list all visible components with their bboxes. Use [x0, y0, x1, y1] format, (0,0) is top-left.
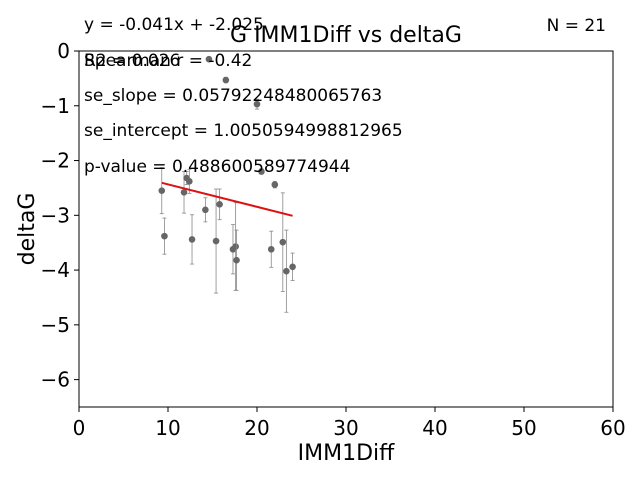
y-tick-label: −2 — [41, 149, 70, 173]
y-tick-label: 0 — [57, 39, 70, 63]
sample-count: N = 21 — [547, 16, 606, 36]
x-axis-label: IMM1Diff — [298, 441, 396, 466]
data-point — [283, 267, 290, 275]
data-point — [232, 243, 239, 250]
se-slope: se_slope = 0.05792248480065763 — [84, 86, 382, 106]
data-point — [180, 189, 188, 196]
data-point — [289, 263, 296, 271]
data-point — [267, 245, 275, 253]
data-point — [202, 206, 209, 214]
data-point — [186, 178, 193, 185]
data-point — [279, 238, 287, 246]
data-point — [158, 187, 166, 194]
r-squared: R2 = 0.026 — [84, 51, 180, 71]
x-tick-label: 40 — [422, 416, 447, 440]
y-axis: 0 −1 −2 −3 −4 −5 −6 — [41, 39, 79, 392]
x-tick-label: 60 — [600, 416, 625, 440]
p-value: p-value = 0.488600589774944 — [84, 157, 350, 177]
data-point — [253, 100, 261, 108]
x-tick-label: 30 — [333, 416, 358, 440]
fit-equation: y = -0.041x + -2.025 — [84, 15, 264, 35]
data-point — [233, 256, 240, 264]
data-point — [161, 232, 168, 240]
x-tick-label: 10 — [155, 416, 180, 440]
y-tick-label: −6 — [41, 368, 70, 392]
chart-title: G IMM1Diff vs deltaG — [230, 23, 462, 48]
y-tick-label: −5 — [41, 313, 70, 337]
regression-line — [161, 181, 293, 217]
spearman-r: Spearman r = -0.42 — [84, 51, 252, 71]
data-point — [216, 201, 223, 208]
y-tick-label: −4 — [41, 258, 70, 282]
x-tick-label: 20 — [244, 416, 269, 440]
x-tick-label: 50 — [511, 416, 536, 440]
data-point — [271, 181, 279, 188]
data-point — [205, 55, 213, 63]
x-tick-label: 0 — [73, 416, 86, 440]
x-axis: 0 10 20 30 40 50 60 — [73, 407, 626, 440]
data-point — [188, 236, 196, 243]
y-tick-label: −1 — [41, 94, 70, 118]
data-point — [212, 237, 220, 245]
data-point — [258, 168, 265, 175]
data-point — [222, 76, 230, 84]
y-axis-label: deltaG — [15, 193, 40, 266]
y-tick-label: −3 — [41, 203, 70, 227]
se-intercept: se_intercept = 1.0050594998812965 — [84, 121, 403, 141]
